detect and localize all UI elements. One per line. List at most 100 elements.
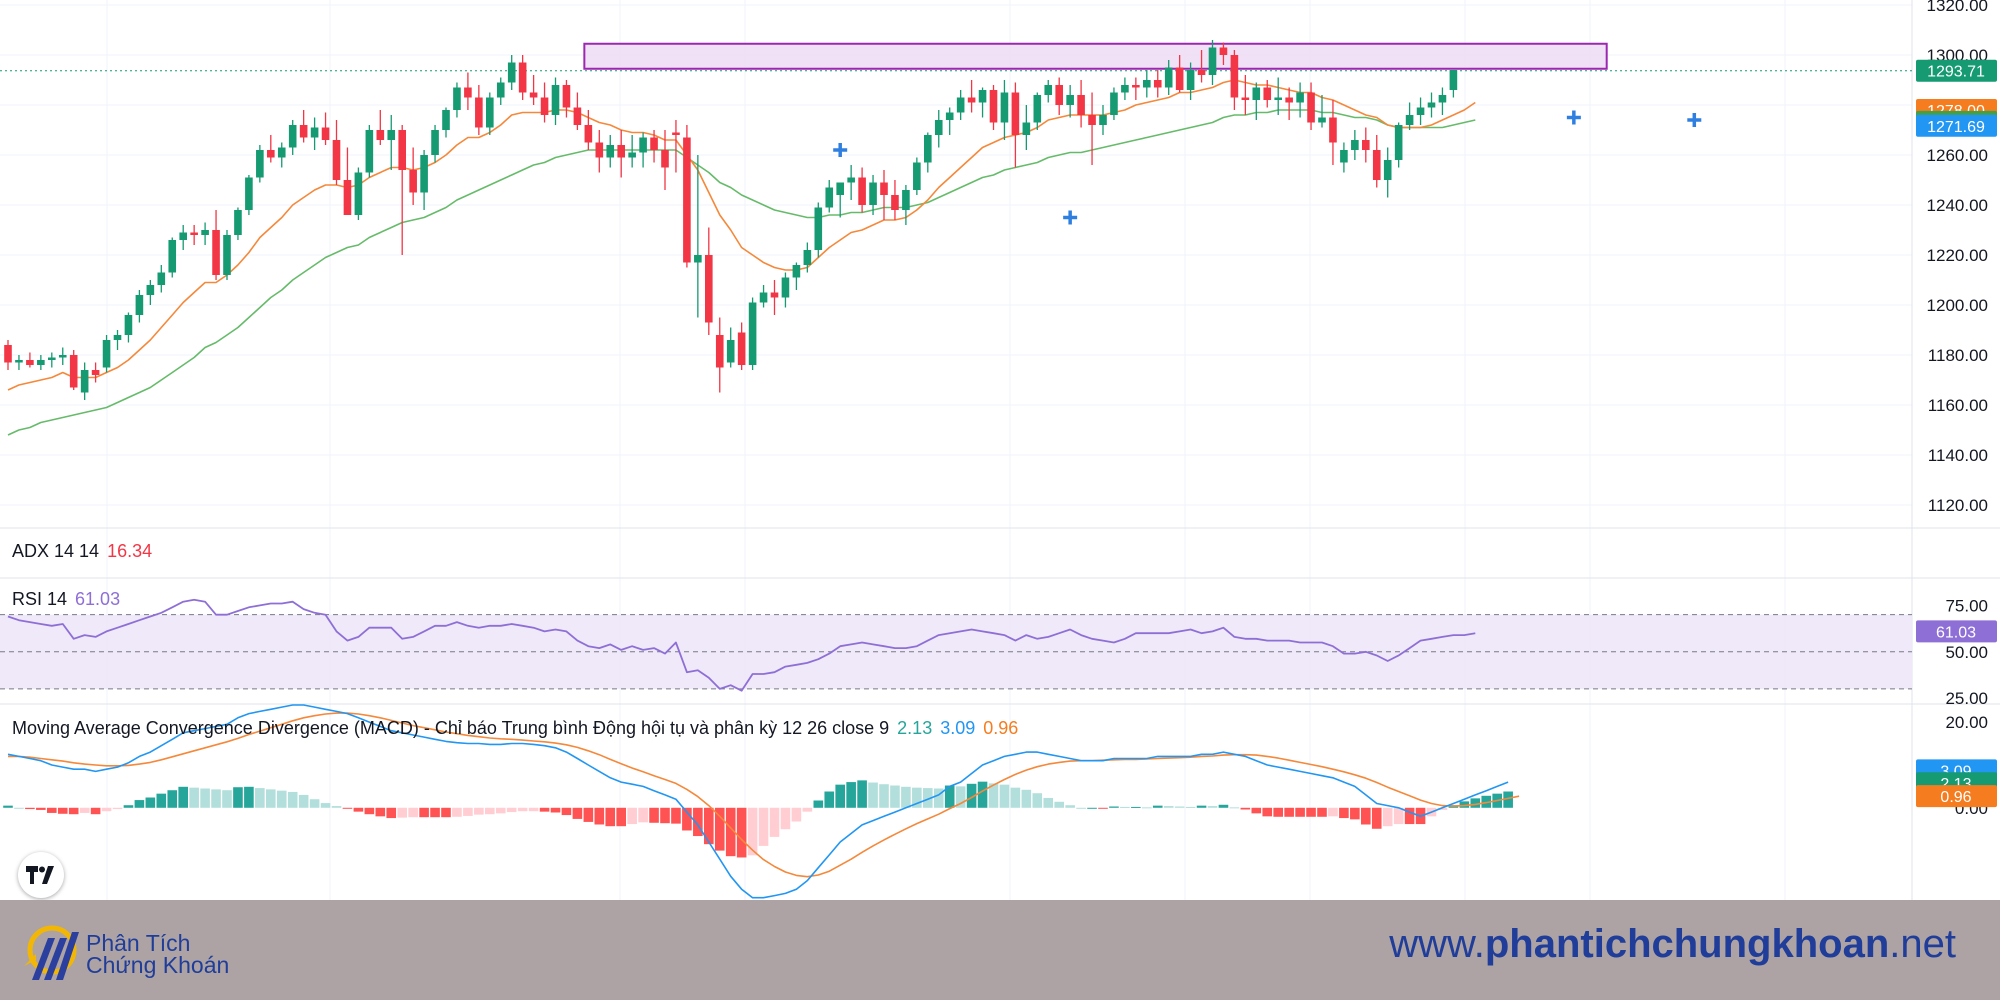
rsi-title: RSI 14 xyxy=(12,589,68,609)
rsi-legend: RSI 14 61.03 xyxy=(12,589,128,610)
candle-body xyxy=(475,97,483,128)
candle-73 xyxy=(803,242,812,273)
macd-histogram-bar-124 xyxy=(1361,807,1371,825)
candle-30 xyxy=(332,120,341,185)
candle-53 xyxy=(584,110,593,150)
candle-body xyxy=(1252,87,1261,100)
price-axis-tick-0: 1320.00 xyxy=(1927,0,1988,15)
macd-histogram-bar-87 xyxy=(955,786,966,808)
candle-14 xyxy=(157,265,166,293)
candle-15 xyxy=(168,237,177,278)
candle-body xyxy=(934,120,943,135)
macd-histogram-bar-6 xyxy=(68,807,79,815)
candle-body xyxy=(496,82,505,98)
candle-74 xyxy=(814,202,823,258)
candle-40 xyxy=(442,107,450,138)
candle-body xyxy=(880,182,888,195)
candle-body xyxy=(825,187,834,208)
macd-histogram-bar-85 xyxy=(933,788,944,808)
price-axis-tick-6: 1200.00 xyxy=(1927,296,1988,315)
tradingview-logo-icon[interactable] xyxy=(18,852,64,898)
macd-histogram-bar-101 xyxy=(1109,806,1119,808)
candle-32 xyxy=(354,167,363,220)
website-url[interactable]: www.phantichchungkhoan.net xyxy=(1389,922,1956,967)
macd-histogram-bar-100 xyxy=(1098,807,1108,809)
candle-92 xyxy=(1011,82,1020,168)
macd-histogram-bar-44 xyxy=(485,807,495,815)
macd-histogram-bar-128 xyxy=(1404,807,1415,825)
macd-histogram-bar-4 xyxy=(47,807,57,813)
candle-52 xyxy=(573,92,582,130)
candle-63 xyxy=(694,155,702,318)
chart-canvas[interactable]: 1320.001300.001280.001260.001240.001220.… xyxy=(0,0,2000,900)
candle-body xyxy=(551,85,560,115)
candle-body xyxy=(540,97,549,115)
candle-body xyxy=(1153,80,1162,88)
candle-body xyxy=(1241,97,1250,100)
macd-histogram-bar-84 xyxy=(923,788,933,808)
candle-71 xyxy=(781,272,790,308)
candle-49 xyxy=(540,82,549,123)
candle-59 xyxy=(650,130,658,163)
macd-histogram-bar-78 xyxy=(857,780,867,808)
macd-tag-2-group: 0.96 xyxy=(1916,785,1997,808)
candle-41 xyxy=(453,82,461,118)
candle-body xyxy=(956,97,965,113)
candle-body xyxy=(124,315,133,335)
candle-85 xyxy=(934,110,943,148)
candle-body xyxy=(1055,85,1063,105)
candle-body xyxy=(1449,70,1458,90)
candle-body xyxy=(803,250,812,265)
candle-94 xyxy=(1033,92,1042,130)
macd-histogram-bar-76 xyxy=(835,784,845,808)
candle-39 xyxy=(431,125,439,163)
cross-marker-2 xyxy=(1566,110,1581,125)
candle-60 xyxy=(661,130,669,190)
candle-body xyxy=(343,180,352,215)
url-prefix: www. xyxy=(1389,922,1485,966)
macd-histogram-bar-23 xyxy=(255,788,265,808)
macd-histogram-bar-35 xyxy=(386,807,397,819)
macd-histogram-bar-77 xyxy=(846,782,856,808)
macd-histogram-bar-13 xyxy=(145,797,156,808)
candle-10 xyxy=(113,330,122,350)
candle-24 xyxy=(267,135,275,163)
candle-body xyxy=(606,145,615,158)
candle-67 xyxy=(737,322,746,370)
candle-105 xyxy=(1153,70,1162,98)
candle-body xyxy=(661,150,669,168)
candle-body xyxy=(464,87,472,98)
candle-129 xyxy=(1416,97,1425,125)
macd-histogram-bar-71 xyxy=(780,807,791,830)
candle-body xyxy=(1230,55,1239,98)
chart-area[interactable]: 1320.001300.001280.001260.001240.001220.… xyxy=(0,0,2000,900)
candle-80 xyxy=(880,170,888,220)
macd-histogram-bar-7 xyxy=(79,807,90,813)
macd-histogram-bar-88 xyxy=(966,783,977,808)
candle-body xyxy=(91,370,100,375)
candle-body xyxy=(1329,117,1337,143)
price-axis-tick-7: 1180.00 xyxy=(1928,346,1988,365)
candle-body xyxy=(365,130,374,173)
candle-body xyxy=(705,255,713,323)
candle-130 xyxy=(1427,92,1436,118)
macd-histogram-bar-59 xyxy=(649,807,659,823)
macd-histogram-bar-18 xyxy=(200,788,210,808)
candle-body xyxy=(37,360,45,365)
candle-body xyxy=(1405,115,1414,125)
candle-56 xyxy=(617,130,625,178)
price-axis-tick-4: 1240.00 xyxy=(1927,196,1988,215)
candle-90 xyxy=(989,85,998,130)
candle-body xyxy=(715,335,724,368)
candle-body xyxy=(595,142,604,158)
candle-0 xyxy=(4,340,12,370)
candle-body xyxy=(858,177,866,205)
candle-body xyxy=(135,295,144,315)
macd-histogram-bar-94 xyxy=(1032,793,1043,808)
candle-body xyxy=(4,345,12,363)
macd-histogram-bar-54 xyxy=(594,807,605,825)
candle-body xyxy=(1044,85,1053,95)
candle-body xyxy=(913,162,921,190)
candle-124 xyxy=(1362,127,1370,163)
macd-histogram-bar-113 xyxy=(1240,807,1251,810)
